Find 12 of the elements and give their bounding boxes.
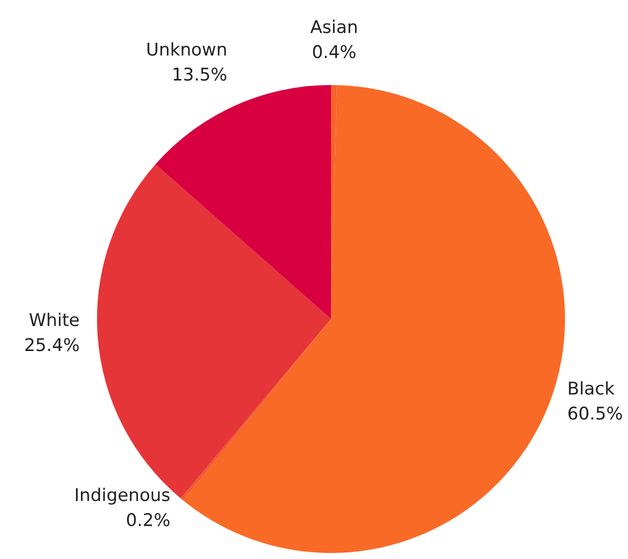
slice-label: White <box>28 310 80 331</box>
data-label: 13.5% <box>172 65 228 86</box>
slice-label: Black <box>567 380 616 400</box>
data-label: 60.5% <box>567 404 623 425</box>
data-label: 25.4% <box>24 336 80 356</box>
slice-label: Asian <box>310 18 358 38</box>
slice-label: Indigenous <box>74 486 170 506</box>
slice-label: Unknown <box>146 40 228 60</box>
data-label: 0.4% <box>312 43 356 64</box>
pie-slice <box>155 85 331 319</box>
pie-slice <box>182 85 565 553</box>
data-label: 0.2% <box>126 511 170 532</box>
